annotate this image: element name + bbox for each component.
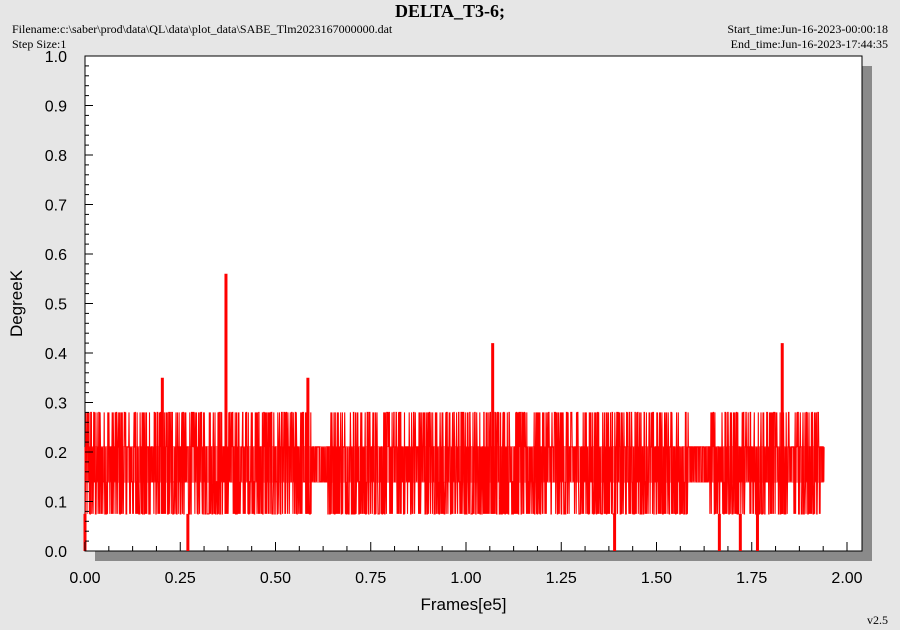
y-tick-label: 0.4 <box>45 346 67 363</box>
step-size-label: Step Size:1 <box>12 37 67 51</box>
y-tick-label: 0.3 <box>45 396 67 413</box>
x-axis-label: Frames[e5] <box>421 595 507 614</box>
x-tick-label: 1.00 <box>450 570 481 587</box>
version-label: v2.5 <box>867 613 888 627</box>
x-tick-label: 0.00 <box>69 570 100 587</box>
x-tick-label: 1.25 <box>546 570 577 587</box>
x-tick-label: 0.25 <box>165 570 196 587</box>
y-tick-label: 0.0 <box>45 544 67 561</box>
x-tick-label: 0.50 <box>260 570 291 587</box>
axes-layer: 0.0 0.1 0.2 0.3 0.4 0.5 0.6 0.7 0.8 0.9 1.0 0.00 0.2… <box>45 49 863 587</box>
filename-label: Filename:c:\saber\prod\data\QL\data\plot… <box>12 22 393 36</box>
end-time-label: End_time:Jun-16-2023-17:44:35 <box>730 37 888 51</box>
y-tick-label: 0.5 <box>45 297 67 314</box>
y-tick-label: 0.1 <box>45 495 67 512</box>
y-tick-label: 0.6 <box>45 247 67 264</box>
x-tick-label: 2.00 <box>831 570 862 587</box>
x-tick-label: 0.75 <box>355 570 386 587</box>
y-tick-label: 0.9 <box>45 99 67 116</box>
start-time-label: Start_time:Jun-16-2023-00:00:18 <box>727 22 888 36</box>
series-core-band <box>85 446 825 483</box>
series-layer <box>83 273 825 551</box>
y-tick-label: 0.8 <box>45 148 67 165</box>
y-tick-label: 1.0 <box>45 49 67 66</box>
y-tick-label: 0.7 <box>45 198 67 215</box>
chart-title: DELTA_T3-6; <box>394 1 506 21</box>
y-tick-label: 0.2 <box>45 445 67 462</box>
x-tick-label: 1.50 <box>641 570 672 587</box>
y-axis-label: DegreeK <box>7 269 26 337</box>
x-tick-label: 1.75 <box>736 570 767 587</box>
